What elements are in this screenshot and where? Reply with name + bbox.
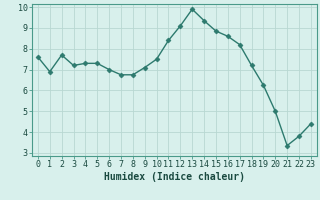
X-axis label: Humidex (Indice chaleur): Humidex (Indice chaleur) <box>104 172 245 182</box>
